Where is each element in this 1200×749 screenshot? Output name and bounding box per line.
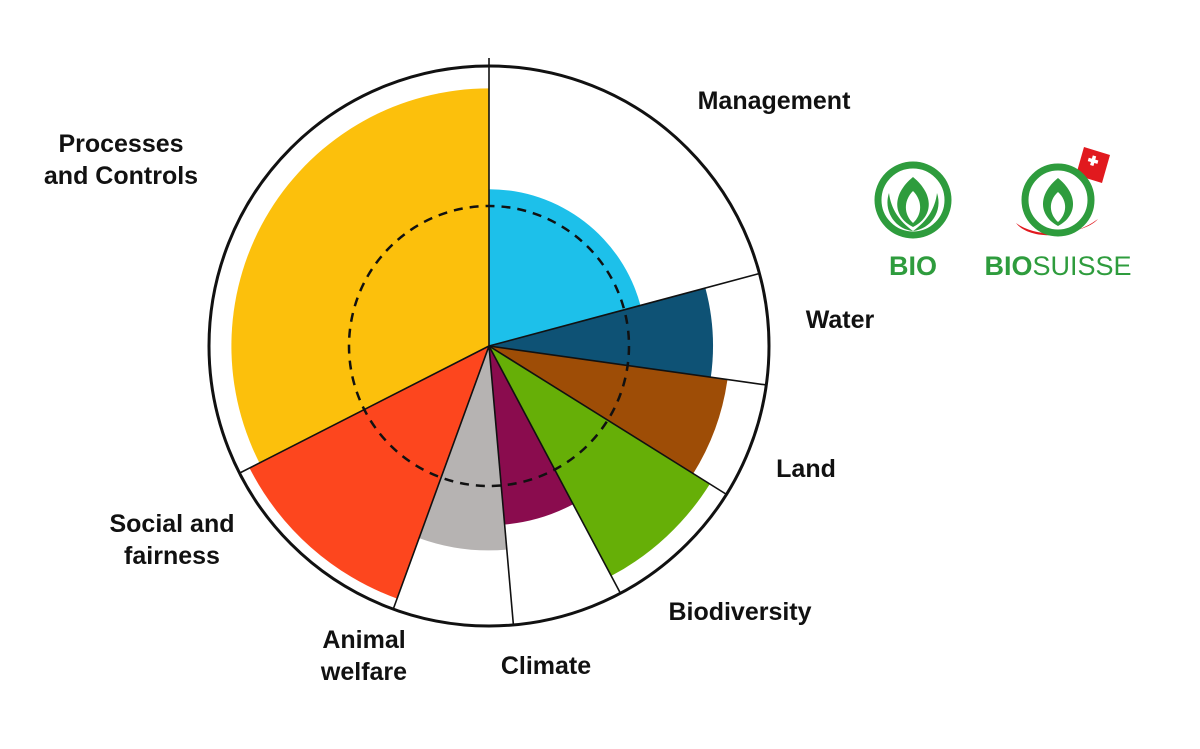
segment-social-and-fairness: [249, 346, 489, 599]
segment-water: [489, 288, 714, 378]
segment-label: Water: [806, 306, 875, 334]
segment-label: Processes and Controls: [44, 130, 198, 190]
bio-logo: BIO: [874, 161, 952, 281]
biosuisse-logo: BIOSUISSE: [984, 147, 1132, 281]
segment-label: Animal welfare: [320, 626, 407, 686]
chart-segments: [231, 88, 728, 599]
segment-biodiversity: [489, 346, 710, 576]
segment-label: Biodiversity: [668, 598, 811, 626]
segment-label: Management: [698, 87, 851, 115]
reference-ring: [347, 204, 631, 488]
segment-management: [489, 189, 641, 346]
bio-logo-text: BIO: [889, 251, 937, 281]
outer-ring: [207, 64, 771, 628]
segment-labels: Management Water Land Biodiversity Climate An…: [44, 87, 875, 686]
segment-label: Land: [776, 455, 836, 483]
leaf-icon: [874, 161, 952, 239]
divider-line: [488, 345, 727, 496]
biosuisse-logo-text: BIOSUISSE: [984, 251, 1131, 281]
divider-line: [488, 345, 515, 626]
segment-land: [489, 346, 728, 474]
leaf-icon: [1021, 163, 1095, 237]
divider-line: [392, 345, 490, 610]
segment-climate: [489, 346, 574, 525]
segment-animal-welfare: [419, 346, 507, 551]
segment-processes-and-controls: [231, 88, 489, 463]
segment-label: Social and fairness: [109, 510, 234, 570]
segment-label: Climate: [501, 652, 591, 680]
divider-line: [488, 272, 760, 347]
swiss-flag-icon: [1076, 147, 1110, 183]
